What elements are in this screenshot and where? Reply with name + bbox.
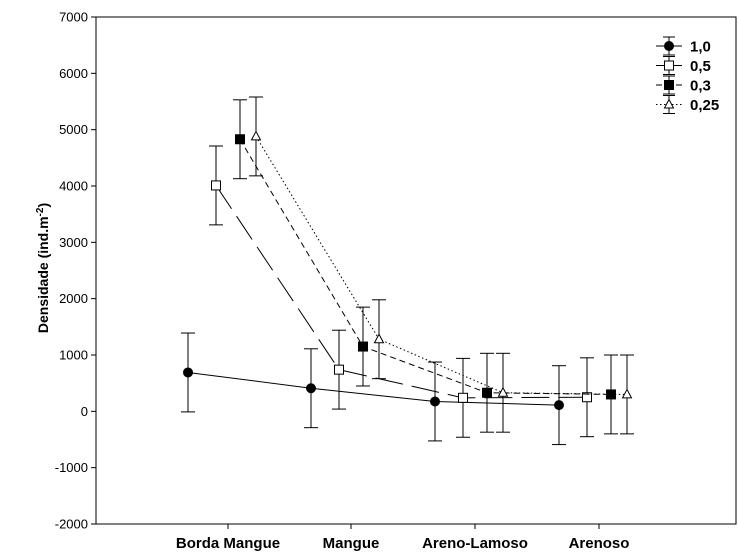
data-point: [458, 392, 468, 403]
data-point: [554, 400, 564, 411]
legend-marker: [664, 41, 674, 51]
legend-item-2: 0,5: [656, 56, 711, 75]
x-tick-label: Borda Mangue: [176, 535, 280, 552]
series-line: [215, 185, 588, 399]
data-point: [430, 396, 440, 407]
data-point: [211, 180, 221, 191]
series-4: [249, 96, 634, 435]
series-2: [209, 145, 594, 438]
series-3: [233, 99, 618, 435]
y-tick-label: 3000: [59, 235, 88, 250]
legend: 1,0 0,5 0,3 0,25: [656, 36, 719, 114]
legend-label: 1,0: [690, 39, 711, 56]
legend-label: 0,25: [690, 97, 719, 114]
y-tick-label: 6000: [59, 66, 88, 81]
x-axis: Borda Mangue Mangue Areno-Lamoso Arenoso: [176, 524, 630, 552]
series-line: [255, 136, 628, 395]
series-line: [239, 138, 612, 395]
legend-marker: [664, 80, 674, 90]
series-line: [187, 371, 560, 406]
plot-frame: [95, 16, 737, 525]
x-tick-label: Areno-Lamoso: [422, 535, 528, 552]
legend-marker: [663, 98, 675, 109]
legend-item-3: 0,3: [656, 75, 711, 95]
data-point: [482, 387, 492, 398]
y-tick-label: 0: [81, 404, 88, 419]
data-point: [497, 386, 509, 397]
legend-label: 0,3: [690, 78, 711, 95]
y-axis-title: Densidade (ind.m-2): [35, 203, 52, 333]
series-layer: [181, 96, 634, 446]
y-axis: -2000 -1000 0 1000 2000 3000 4000 5000 6000 7000: [55, 10, 96, 532]
y-tick-label: 7000: [59, 10, 88, 25]
data-point: [334, 364, 344, 375]
plot-border: [95, 16, 737, 525]
data-point: [183, 367, 193, 378]
series-1: [181, 332, 566, 446]
data-point: [235, 134, 245, 145]
legend-item-1: 1,0: [656, 36, 711, 56]
legend-label: 0,5: [690, 58, 711, 75]
y-tick-label: 4000: [59, 179, 88, 194]
data-point: [250, 130, 262, 141]
y-tick-label: -1000: [55, 460, 88, 475]
y-tick-label: 5000: [59, 122, 88, 137]
data-point: [582, 392, 592, 403]
x-tick-label: Mangue: [323, 535, 380, 552]
data-point: [373, 333, 385, 344]
data-point: [358, 341, 368, 352]
y-tick-label: 1000: [59, 348, 88, 363]
y-tick-label: 2000: [59, 291, 88, 306]
data-point: [621, 388, 633, 399]
legend-marker: [664, 60, 674, 71]
x-tick-label: Arenoso: [569, 535, 630, 552]
data-point: [306, 383, 316, 394]
y-tick-label: -2000: [55, 517, 88, 532]
legend-item-4: 0,25: [656, 95, 719, 114]
